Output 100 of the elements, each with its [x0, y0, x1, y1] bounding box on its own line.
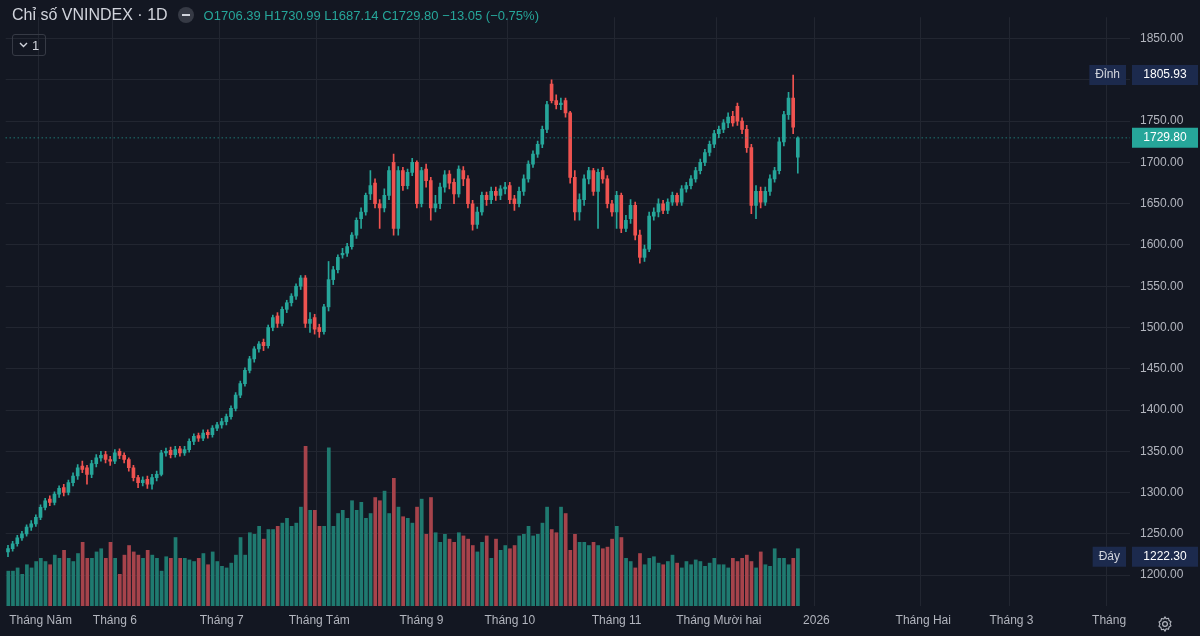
bar — [419, 498, 424, 606]
bar — [758, 551, 763, 606]
text: 1805.93 — [1143, 67, 1188, 82]
y-tick-label: 1500.00 — [1140, 319, 1184, 334]
bar — [795, 547, 800, 606]
candlestick — [503, 181, 507, 195]
bar — [596, 544, 600, 606]
annotation: Đỉnh — [1095, 67, 1120, 82]
x-tick-label: Tháng 3 — [989, 613, 1034, 628]
bar — [391, 477, 396, 606]
bar — [219, 565, 224, 606]
bar — [377, 499, 382, 606]
bar — [145, 549, 150, 606]
bar — [693, 559, 698, 606]
bar — [168, 557, 173, 606]
bar — [651, 555, 656, 606]
bar — [61, 549, 66, 606]
bar — [256, 525, 261, 606]
bar — [637, 552, 642, 606]
bar — [191, 560, 196, 606]
x-tick-label: Tháng 7 — [199, 613, 245, 628]
bar — [791, 557, 795, 606]
y-tick-label: 1550.00 — [1140, 278, 1184, 293]
bar — [326, 447, 331, 606]
y-tick-label: 1350.00 — [1140, 443, 1184, 458]
bar — [442, 533, 447, 606]
y-tick-label: 1200.00 — [1140, 567, 1184, 582]
bar — [298, 506, 303, 606]
x-tick-label: 2026 — [803, 613, 831, 628]
bar — [400, 515, 405, 606]
y-tick-label: 1250.00 — [1140, 526, 1184, 541]
annotation: Đáy — [1098, 548, 1120, 563]
x-tick-label: Tháng Năm — [9, 613, 72, 628]
bar — [205, 563, 210, 606]
bar — [210, 551, 215, 606]
bar — [507, 547, 512, 606]
annotation: O1706.39 H1730.99 L1687.14 C1729.80 −13.05 (−0.75%) — [203, 7, 539, 23]
bar — [609, 538, 614, 606]
x-tick-label: Tháng Hai — [895, 613, 951, 628]
bar — [24, 563, 29, 606]
bar — [196, 557, 201, 606]
bar — [75, 552, 80, 606]
bar — [275, 525, 280, 606]
bar — [270, 528, 275, 606]
bar — [177, 557, 182, 606]
y-tick-label: 1650.00 — [1140, 196, 1184, 211]
y-tick-label: 1850.00 — [1140, 30, 1184, 45]
bar — [10, 570, 15, 606]
x-tick-label: Tháng Mười hai — [676, 613, 762, 628]
bar — [405, 517, 410, 606]
bar — [479, 541, 484, 606]
y-tick-label: 1450.00 — [1140, 361, 1184, 376]
y-tick-label: 1400.00 — [1140, 402, 1184, 417]
candlestick — [164, 447, 168, 457]
bar — [772, 547, 777, 606]
bar — [493, 538, 498, 606]
bar — [164, 555, 168, 606]
bar — [140, 557, 145, 606]
bar — [614, 525, 619, 606]
bar — [558, 506, 563, 606]
bar — [730, 557, 735, 606]
bar — [261, 538, 266, 606]
bar — [600, 547, 605, 606]
x-tick-label: Tháng 11 — [591, 613, 642, 628]
bar — [484, 535, 489, 606]
bar — [428, 496, 433, 606]
bar — [498, 549, 503, 606]
y-tick-label: 1700.00 — [1140, 154, 1184, 169]
x-tick-label: Tháng 9 — [399, 613, 444, 628]
bar — [182, 557, 187, 606]
bar — [753, 567, 758, 606]
bar — [312, 509, 317, 606]
bar — [99, 547, 103, 606]
text: 1222.30 — [1143, 548, 1188, 563]
x-tick-label: Tháng 10 — [484, 613, 536, 628]
x-tick-label: Tháng Tám — [288, 613, 350, 628]
bar — [340, 509, 345, 606]
bar — [47, 563, 52, 606]
bar — [52, 554, 57, 606]
bar — [661, 563, 665, 606]
ref-line-label: 1729.80 — [1143, 130, 1188, 145]
bar — [154, 557, 159, 606]
bar — [563, 512, 568, 606]
bar — [586, 544, 591, 606]
bar — [744, 554, 749, 606]
bar — [452, 541, 456, 606]
bar — [628, 560, 633, 606]
chart-title: Chỉ số VNINDEX · 1D — [12, 6, 168, 24]
bar — [674, 562, 679, 606]
bar — [544, 506, 549, 606]
bar — [456, 531, 461, 606]
y-tick-label: 1750.00 — [1140, 113, 1184, 128]
x-tick-label: Tháng — [1092, 613, 1127, 628]
bar — [112, 557, 117, 606]
bar — [503, 544, 507, 606]
bar — [549, 528, 554, 606]
bar — [38, 557, 43, 606]
bar — [308, 509, 312, 606]
bar — [726, 567, 730, 606]
bar — [781, 557, 786, 606]
